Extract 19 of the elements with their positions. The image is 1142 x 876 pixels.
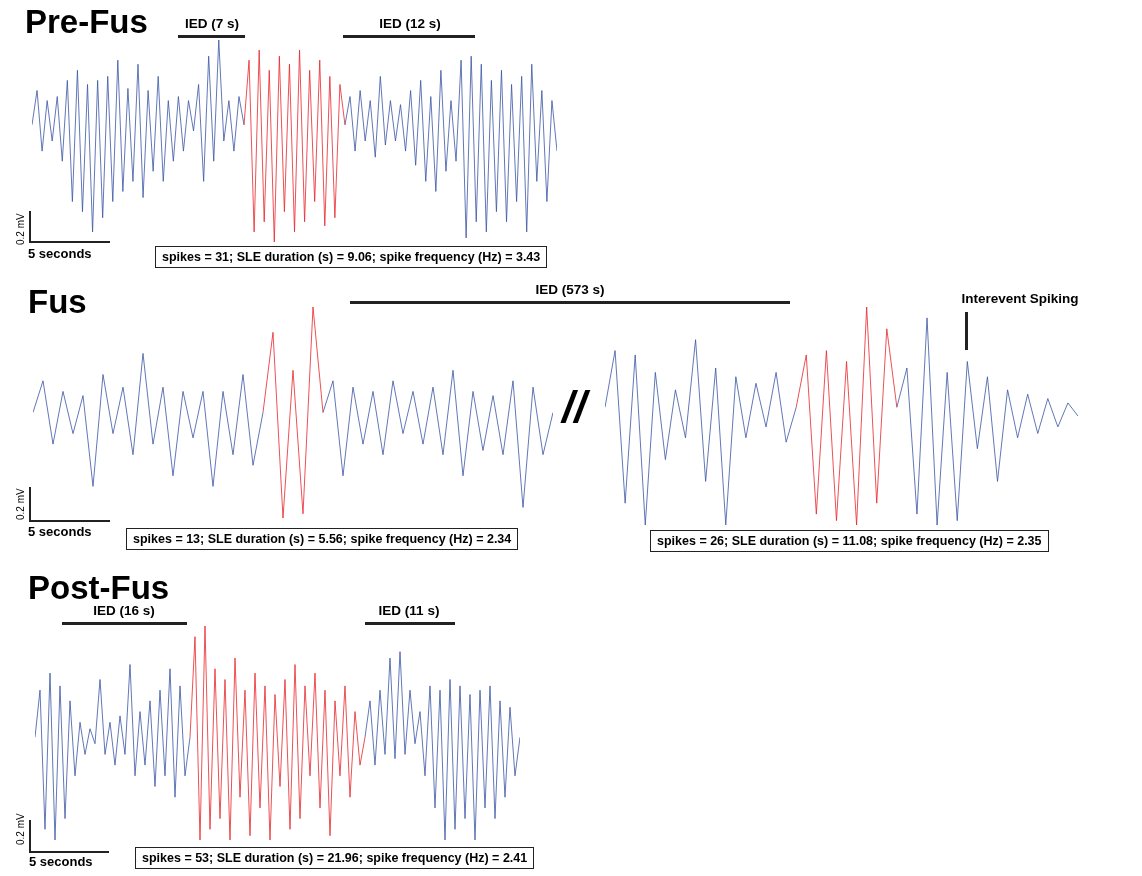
text: Interevent Spiking: [961, 291, 1079, 306]
text: spikes = 31; SLE duration (s) = 9.06; spike frequency (Hz) = 3.43: [155, 246, 548, 268]
text: IED (573 s): [535, 282, 605, 297]
text: 0.2 mV: [15, 213, 26, 245]
text: spikes = 53; SLE duration (s) = 21.96; spike frequency (Hz) = 2.41: [135, 847, 535, 869]
chart-title: Fus: [28, 283, 87, 320]
text: IED (7 s): [184, 16, 240, 31]
chart-title: Post-Fus: [28, 569, 170, 606]
text: 0.2 mV: [15, 813, 26, 845]
text: 0.2 mV: [15, 488, 26, 520]
text: 5 seconds: [29, 854, 93, 869]
text: IED (12 s): [379, 16, 441, 31]
text: 5 seconds: [28, 524, 92, 539]
text: 5 seconds: [28, 246, 92, 261]
chart-title: Pre-Fus: [25, 3, 148, 40]
text: IED (16 s): [93, 603, 155, 618]
text: IED (11 s): [378, 603, 440, 618]
text: spikes = 13; SLE duration (s) = 5.56; spike frequency (Hz) = 2.34: [126, 528, 519, 550]
text: spikes = 26; SLE duration (s) = 11.08; spike frequency (Hz) = 2.35: [650, 530, 1049, 552]
